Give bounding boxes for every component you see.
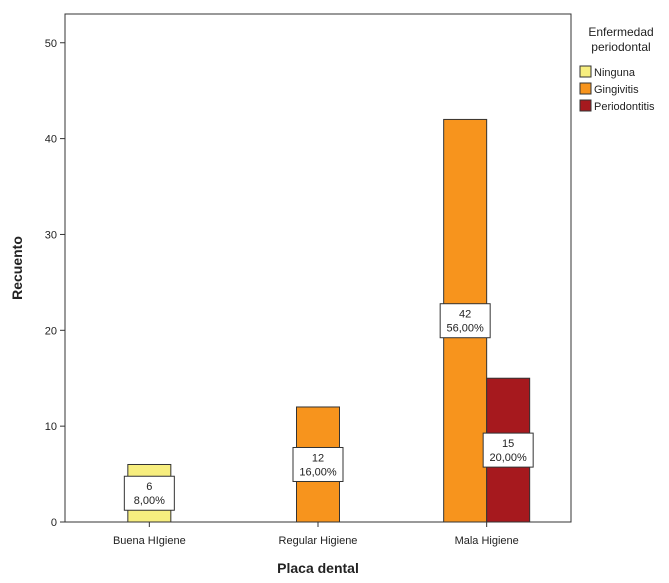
data-label-count: 6 bbox=[146, 481, 152, 493]
data-label-box bbox=[482, 432, 534, 468]
data-label-percent: 20,00% bbox=[490, 452, 528, 464]
y-tick-label: 20 bbox=[45, 325, 57, 337]
data-label-percent: 8,00% bbox=[134, 495, 165, 507]
legend-label-ninguna: Ninguna bbox=[594, 67, 636, 79]
y-tick-label: 0 bbox=[51, 517, 57, 529]
data-label-count: 42 bbox=[459, 309, 471, 321]
y-tick-label: 10 bbox=[45, 421, 57, 433]
legend-swatch-periodontitis bbox=[579, 99, 592, 112]
y-tick-label: 40 bbox=[45, 134, 57, 146]
legend-title: periodontal bbox=[591, 40, 650, 54]
legend-swatch-ninguna bbox=[579, 65, 592, 78]
data-label-count: 12 bbox=[312, 452, 324, 464]
data-label-box bbox=[292, 446, 344, 482]
legend-label-gingivitis: Gingivitis bbox=[594, 84, 639, 96]
data-label-count: 15 bbox=[502, 438, 514, 450]
x-tick-label: Regular Higiene bbox=[279, 535, 358, 547]
x-axis: Buena HIgiene Regular Higiene Mala Higiene bbox=[113, 522, 519, 547]
data-label-box bbox=[439, 303, 491, 339]
legend-title: Enfermedad bbox=[588, 25, 653, 39]
y-tick-label: 50 bbox=[45, 38, 57, 50]
x-axis-title: Placa dental bbox=[277, 560, 359, 576]
data-label-percent: 56,00% bbox=[447, 323, 485, 335]
y-tick-label: 30 bbox=[45, 229, 57, 241]
data-labels: 6 8,00% 12 16,00% 42 56,00% 15 20,00% bbox=[123, 303, 534, 511]
data-label-percent: 16,00% bbox=[299, 466, 337, 478]
y-axis: 0 10 20 30 40 50 bbox=[45, 38, 65, 529]
y-axis-title: Recuento bbox=[9, 236, 25, 300]
x-tick-label: Mala Higiene bbox=[455, 535, 519, 547]
legend-label-periodontitis: Periodontitis bbox=[594, 101, 655, 113]
x-tick-label: Buena HIgiene bbox=[113, 535, 186, 547]
data-label-box bbox=[123, 475, 175, 511]
legend-swatch-gingivitis bbox=[579, 82, 592, 95]
